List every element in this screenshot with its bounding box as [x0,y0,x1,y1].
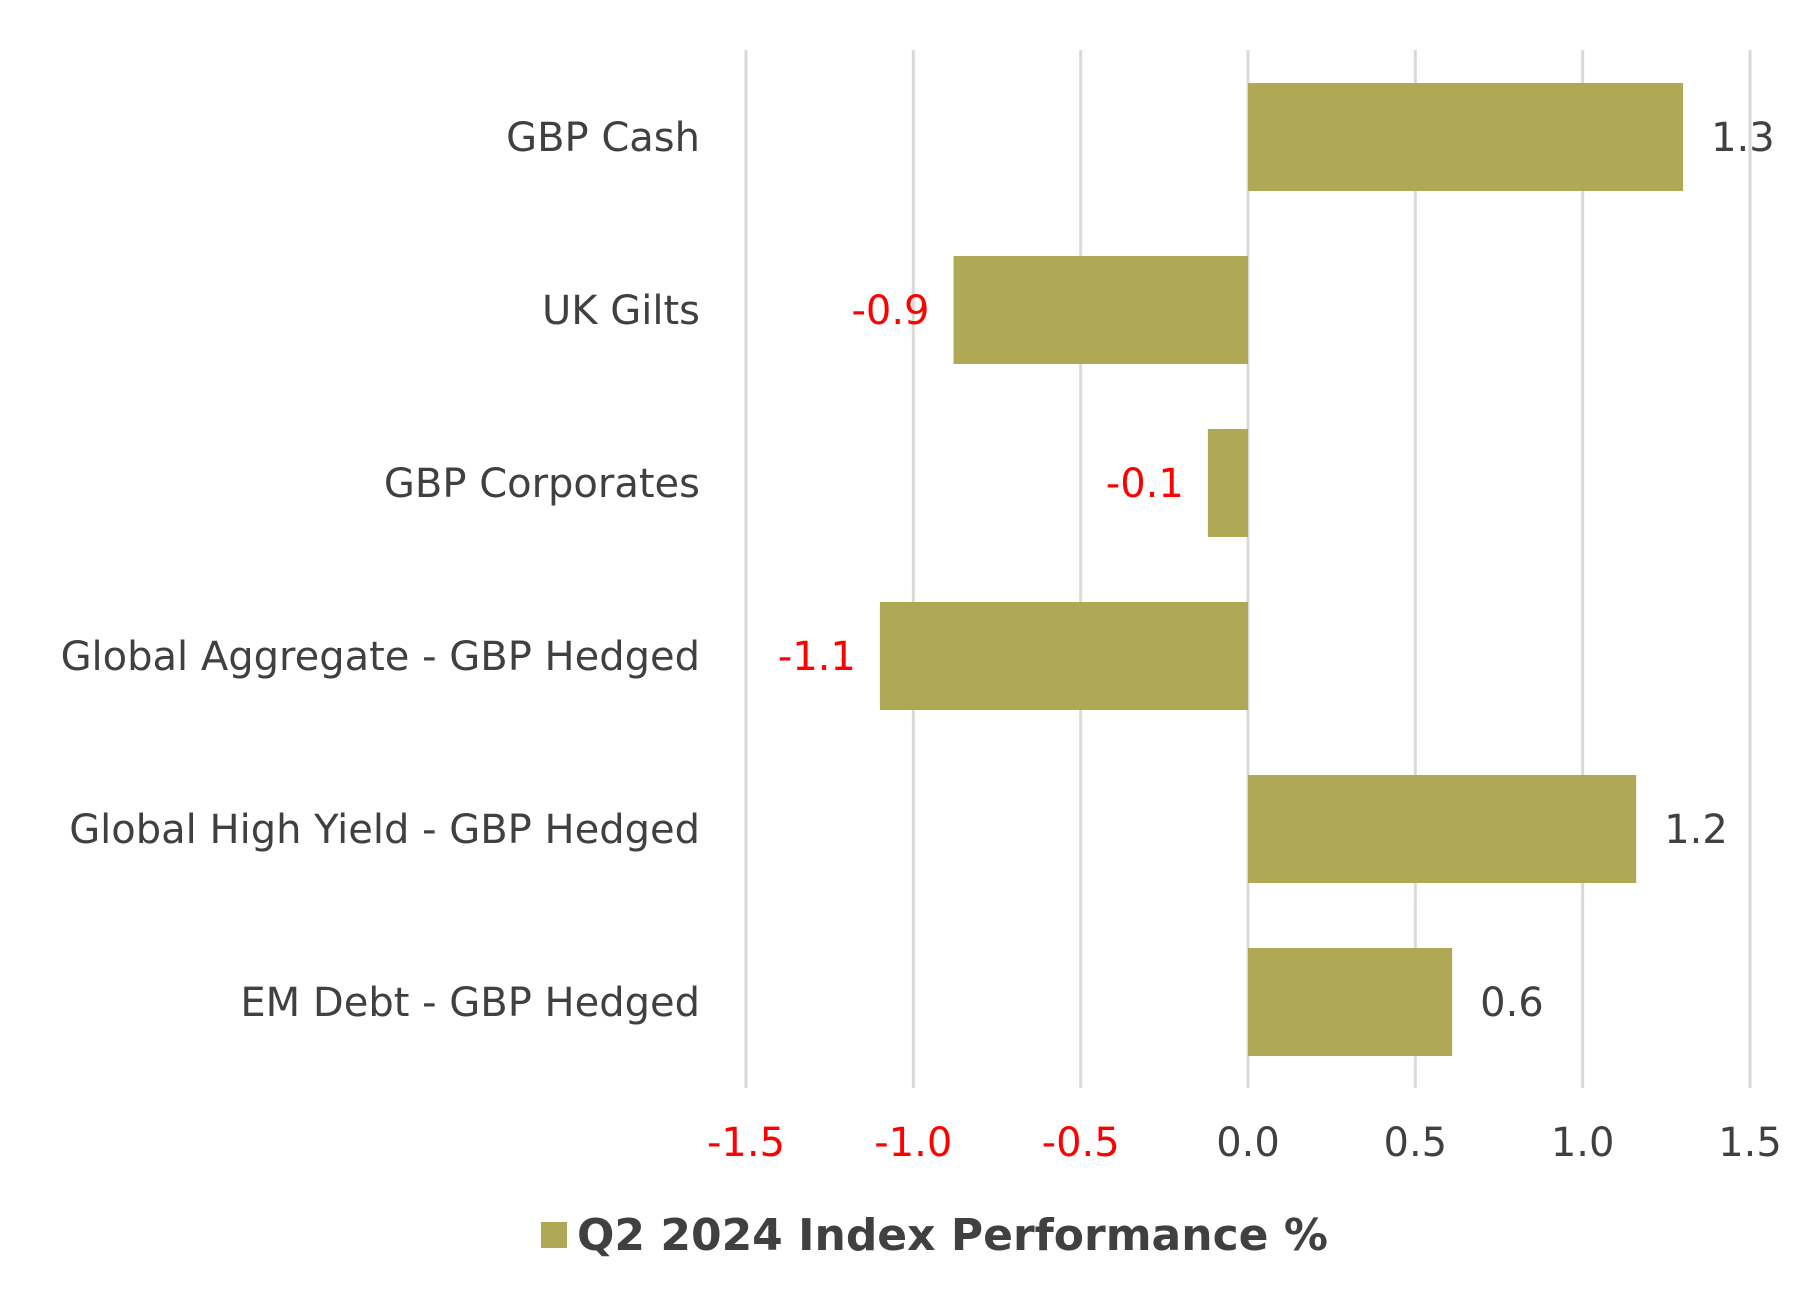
bar [953,256,1248,364]
x-tick-label: 0.0 [1216,1120,1280,1166]
data-label: 1.2 [1664,807,1728,853]
bar [1248,775,1637,883]
x-tick-label: 1.0 [1551,1120,1615,1166]
bar [879,602,1248,710]
category-label: Global High Yield - GBP Hedged [69,807,700,853]
data-label: 0.6 [1480,980,1544,1026]
category-label: UK Gilts [542,288,700,334]
bar [1248,83,1684,191]
category-label: GBP Cash [506,115,700,161]
category-labels: GBP Cash UK Gilts GBP Corporates Global Agg… [61,115,700,1026]
bar [1207,429,1248,537]
data-label: -1.1 [778,634,856,680]
x-tick-label: 0.5 [1384,1120,1448,1166]
x-tick-label: -1.5 [707,1120,785,1166]
data-labels: 1.3 -0.9 -0.1 -1.1 1.2 0.6 [778,115,1775,1026]
data-label: -0.1 [1106,461,1184,507]
category-label: Global Aggregate - GBP Hedged [61,634,700,680]
legend-label: Q2 2024 Index Performance % [577,1210,1328,1261]
category-label: EM Debt - GBP Hedged [240,980,700,1026]
bars [879,83,1684,1056]
data-label: -0.9 [851,288,929,334]
data-label: 1.3 [1711,115,1775,161]
x-tick-label: -0.5 [1042,1120,1120,1166]
legend-swatch [541,1222,567,1248]
x-tick-label: 1.5 [1718,1120,1782,1166]
x-tick-label: -1.0 [874,1120,952,1166]
gridlines [744,50,1752,1088]
category-label: GBP Corporates [384,461,700,507]
x-axis-tick-labels: -1.5 -1.0 -0.5 0.0 0.5 1.0 1.5 [707,1120,1782,1166]
legend: Q2 2024 Index Performance % [541,1210,1328,1261]
bar [1248,948,1453,1056]
